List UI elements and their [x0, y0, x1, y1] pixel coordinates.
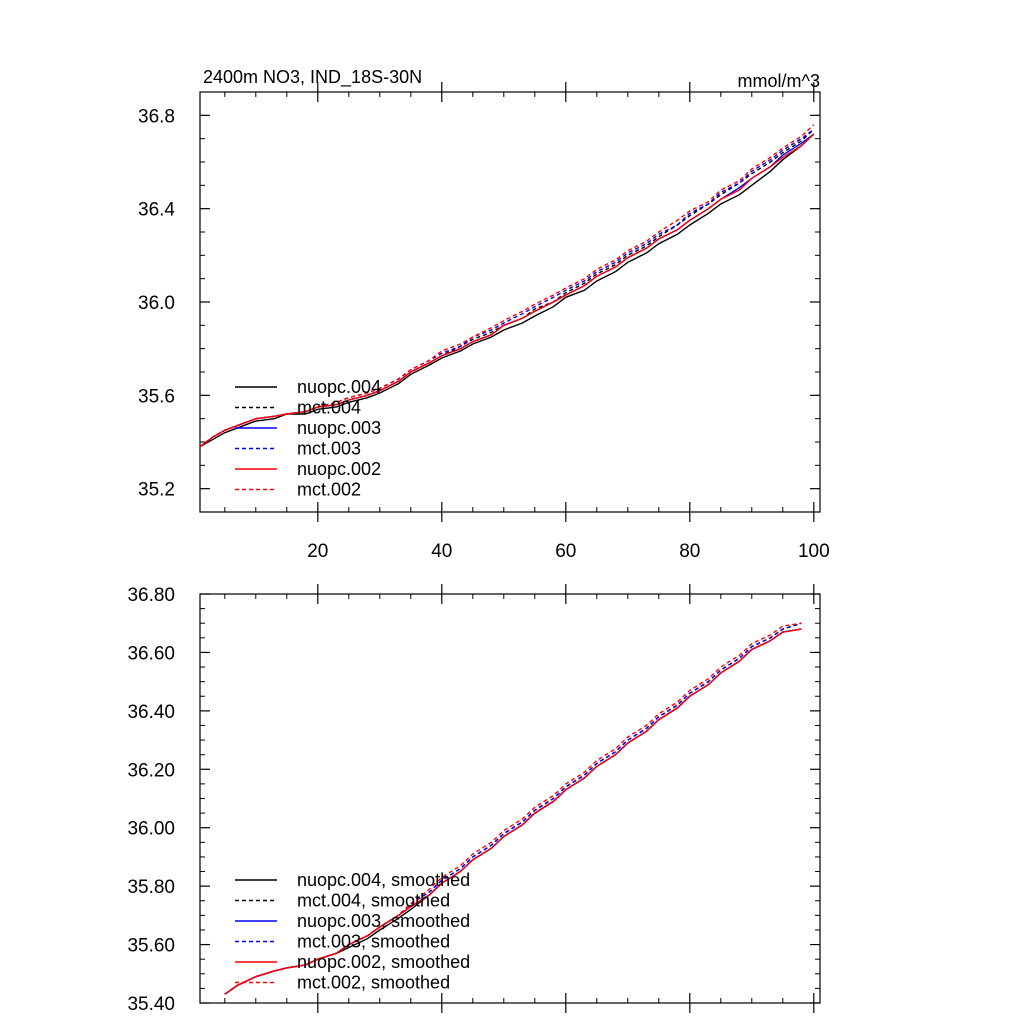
- bottom-panel: 35.40 35.60 35.80 36.00 36.20 36.40 36.60 36.80…: [127, 584, 821, 1015]
- series-line: [199, 128, 815, 448]
- plot-frame: [199, 593, 821, 1004]
- series-line: [224, 622, 802, 995]
- series-line: [199, 133, 815, 448]
- y-tick-label: 36.20: [127, 760, 175, 781]
- series-line: [199, 124, 815, 448]
- legend: nuopc.004mct.004nuopc.003mct.003nuopc.00…: [235, 377, 381, 500]
- x-tick-label: 100: [798, 541, 830, 562]
- y-tick-label: 35.2: [138, 480, 175, 501]
- legend-label: nuopc.002, smoothed: [297, 952, 470, 972]
- series-line: [224, 622, 802, 995]
- y-tick-label: 36.0: [138, 293, 175, 314]
- series-line: [224, 628, 802, 995]
- x-tick-label: 80: [679, 541, 700, 562]
- legend-label: nuopc.003, smoothed: [297, 911, 470, 931]
- x-tick-label: 60: [555, 541, 576, 562]
- series-line: [199, 133, 815, 448]
- x-tick-label: 20: [307, 541, 328, 562]
- x-tick-label: 40: [431, 541, 452, 562]
- plot-frame: [199, 91, 821, 513]
- legend-label: mct.003, smoothed: [297, 932, 450, 952]
- top-panel: 2400m NO3, IND_18S-30N mmol/m^3 20 40 60 80…: [138, 67, 830, 562]
- y-tick-label: 36.00: [127, 819, 175, 840]
- y-tick-label: 35.80: [127, 877, 175, 898]
- y-tick-label: 35.60: [127, 936, 175, 957]
- chart-title: 2400m NO3, IND_18S-30N: [203, 67, 422, 88]
- legend-label: mct.002: [297, 480, 361, 500]
- legend-label: mct.002, smoothed: [297, 973, 450, 993]
- legend-label: nuopc.003: [297, 418, 381, 438]
- y-tick-label: 36.8: [138, 106, 175, 127]
- y-tick-label: 36.60: [127, 643, 175, 664]
- legend-label: mct.004: [297, 398, 361, 418]
- legend-label: nuopc.002: [297, 459, 381, 479]
- series-line: [199, 133, 815, 448]
- y-tick-label: 35.6: [138, 386, 175, 407]
- series-line: [199, 128, 815, 448]
- legend-label: mct.004, smoothed: [297, 891, 450, 911]
- y-tick-label: 36.40: [127, 702, 175, 723]
- units-label: mmol/m^3: [738, 71, 820, 91]
- y-tick-label: 36.80: [127, 585, 175, 606]
- legend-label: nuopc.004: [297, 377, 381, 397]
- legend-label: mct.003: [297, 439, 361, 459]
- y-tick-label: 36.4: [138, 200, 175, 221]
- legend-label: nuopc.004, smoothed: [297, 870, 470, 890]
- y-tick-label: 35.40: [127, 994, 175, 1015]
